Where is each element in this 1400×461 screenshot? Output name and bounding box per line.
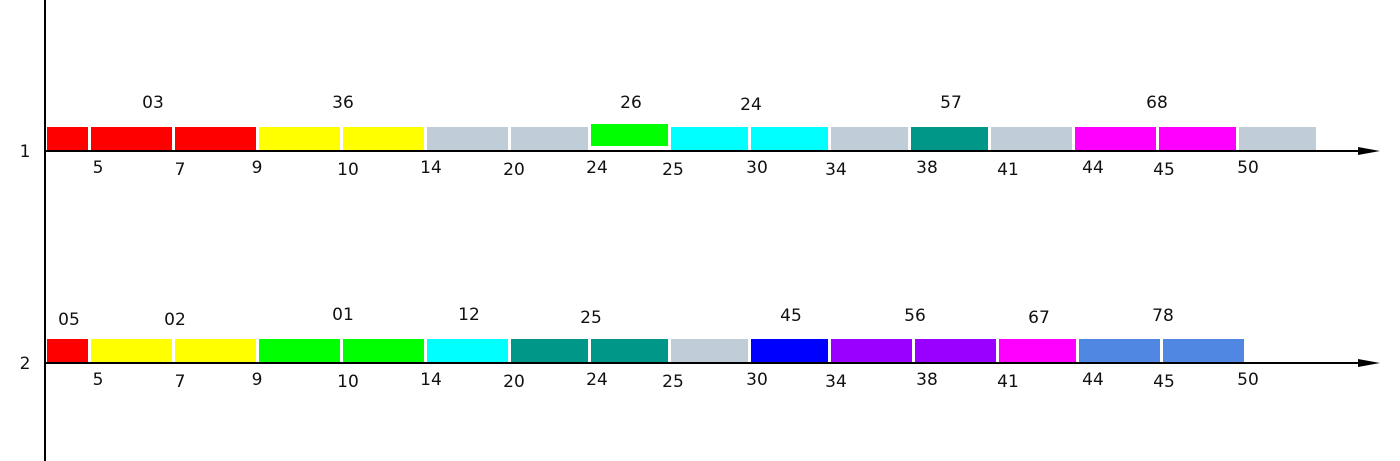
timeline-cell	[47, 127, 88, 150]
timeline-cell	[343, 339, 424, 362]
timeline-cell	[1163, 339, 1244, 362]
tick-label: 34	[825, 160, 847, 180]
tick-label: 50	[1237, 370, 1259, 390]
timeline-cell	[591, 124, 668, 146]
timeline-cell	[915, 339, 996, 362]
tick-label: 10	[337, 160, 359, 180]
timeline-cell	[751, 339, 828, 362]
timeline-cell	[999, 339, 1076, 362]
tick-label: 50	[1237, 158, 1259, 178]
block-label: 56	[904, 306, 926, 326]
timeline-cell	[259, 339, 340, 362]
tick-label: 41	[997, 160, 1019, 180]
tick-label: 30	[746, 158, 768, 178]
block-label: 24	[740, 95, 762, 115]
block-label: 26	[620, 93, 642, 113]
block-label: 45	[780, 306, 802, 326]
timeline-cell	[911, 127, 988, 150]
tick-label: 9	[252, 158, 263, 178]
timeline-cell	[1159, 127, 1236, 150]
tick-label: 44	[1082, 370, 1104, 390]
timeline-cell	[831, 127, 908, 150]
block-label: 05	[58, 310, 80, 330]
tick-label: 10	[337, 372, 359, 392]
timeline-cell	[343, 127, 424, 150]
timeline-cell	[91, 127, 172, 150]
block-label: 02	[164, 310, 186, 330]
timeline-cell	[1239, 127, 1316, 150]
block-label: 03	[142, 93, 164, 113]
timeline-row: 2 05 02 01 12 25 45 56 67 78 5 7 9 10 14 20 24 25 30 34 38 41…	[20, 305, 1380, 392]
timeline-cell	[47, 339, 88, 362]
timeline-cell	[831, 339, 912, 362]
tick-label: 25	[662, 372, 684, 392]
tick-label: 25	[662, 160, 684, 180]
tick-label: 14	[420, 158, 442, 178]
row-label: 2	[20, 354, 31, 374]
tick-label: 38	[916, 158, 938, 178]
tick-label: 14	[420, 370, 442, 390]
tick-label: 20	[503, 372, 525, 392]
timeline-cell	[1075, 127, 1156, 150]
tick-label: 20	[503, 160, 525, 180]
block-label: 68	[1146, 93, 1168, 113]
timeline-cell	[511, 339, 588, 362]
timeline-cell	[991, 127, 1072, 150]
tick-label: 45	[1153, 372, 1175, 392]
tick-label: 7	[175, 372, 186, 392]
timeline-cell	[175, 127, 256, 150]
tick-label: 34	[825, 372, 847, 392]
tick-label: 9	[252, 370, 263, 390]
block-label: 78	[1152, 306, 1174, 326]
tick-label: 24	[586, 158, 608, 178]
tick-label: 5	[93, 158, 104, 178]
block-label: 25	[580, 308, 602, 328]
x-axis-arrowhead	[1358, 147, 1380, 155]
tick-label: 41	[997, 372, 1019, 392]
block-label: 57	[940, 93, 962, 113]
tick-label: 45	[1153, 160, 1175, 180]
tick-label: 24	[586, 370, 608, 390]
timeline-cell	[591, 339, 668, 362]
tick-label: 44	[1082, 158, 1104, 178]
tick-label: 30	[746, 370, 768, 390]
tick-label: 5	[93, 370, 104, 390]
block-label: 01	[332, 305, 354, 325]
tick-label: 7	[175, 160, 186, 180]
timeline-cell	[259, 127, 340, 150]
timeline-cell	[511, 127, 588, 150]
timeline-cell	[671, 339, 748, 362]
timeline-cell	[91, 339, 172, 362]
timeline-row: 103 36 26 24 57 685 7 9 10 14 20 24 25 30 34 38 41 44 45 50	[20, 93, 1380, 180]
timeline-cell	[671, 127, 748, 150]
tick-label: 38	[916, 370, 938, 390]
block-label: 12	[458, 305, 480, 325]
x-axis-arrowhead	[1358, 359, 1380, 367]
timeline-rows: 103 36 26 24 57 685 7 9 10 14 20 24 25 30 34 38 41 44 45 50…	[20, 93, 1380, 392]
timeline-cell	[1079, 339, 1160, 362]
row-label: 1	[20, 142, 31, 162]
timeline-cell	[175, 339, 256, 362]
timeline-cell	[427, 339, 508, 362]
block-label: 67	[1028, 308, 1050, 328]
block-label: 36	[332, 93, 354, 113]
timeline-cell	[751, 127, 828, 150]
timeline-cell	[427, 127, 508, 150]
